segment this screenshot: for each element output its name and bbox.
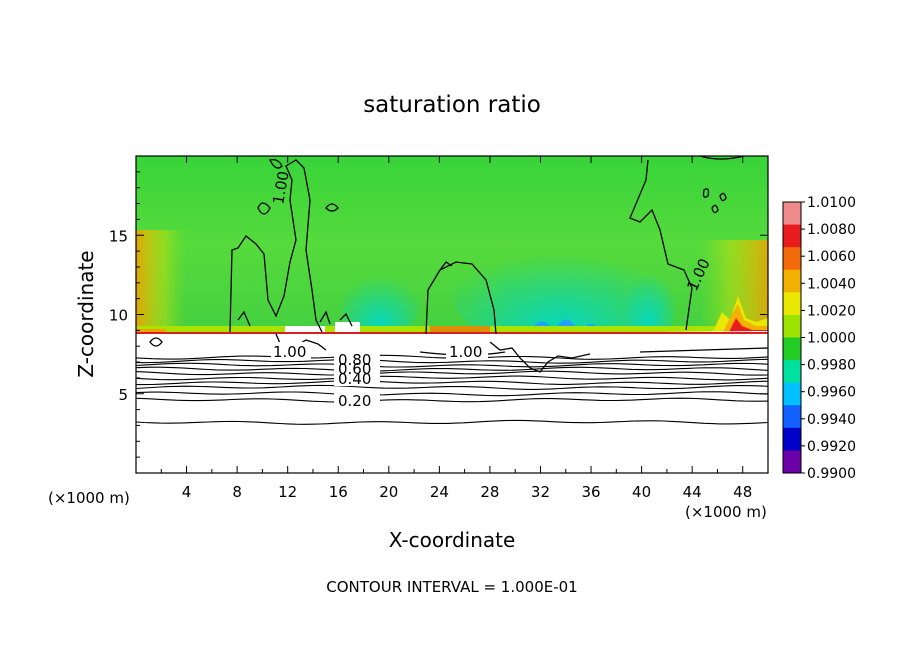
contour-line-1.00: [629, 159, 693, 331]
colorbar-segment: [783, 450, 801, 474]
contour-label: 1.00: [273, 343, 306, 361]
colorbar-segment: [783, 292, 801, 316]
colorbar-segment: [783, 247, 801, 271]
colorbar-label: 1.0000: [807, 331, 856, 347]
x-tick-label: 36: [581, 483, 600, 501]
contour-line-1.00: [639, 347, 768, 353]
x-axis: 4 8 12 16 20 24 28 32 36 40 44 48: [160, 156, 752, 501]
x-axis-label: X-coordinate: [389, 528, 516, 552]
colorbar-label: 1.0080: [807, 222, 856, 238]
contour-line-1.00: [257, 202, 271, 215]
x-tick-label: 48: [733, 483, 752, 501]
contour-line-1.00: [711, 204, 719, 214]
y-tick-label: 5: [118, 386, 128, 404]
x-tick-label: 28: [480, 483, 499, 501]
contour-level-lines: [136, 354, 768, 425]
contour-label: 1.00: [449, 343, 482, 361]
contour-level-line: [136, 370, 768, 376]
x-tick-label: 12: [278, 483, 297, 501]
y-axis: 5 10 15: [109, 171, 768, 458]
heatmap-cyan-region: [450, 230, 670, 350]
colorbar-label: 1.0020: [807, 303, 856, 319]
x-tick-label: 32: [531, 483, 550, 501]
y-axis-label: Z-coordinate: [74, 250, 98, 377]
colorbar-label: 1.0060: [807, 249, 856, 265]
colorbar-segment: [783, 337, 801, 361]
colorbar-segment: [783, 202, 801, 226]
contour-line-1.00: [229, 159, 323, 333]
contour-label: 1.00: [269, 170, 293, 206]
contour-level-line: [136, 384, 768, 390]
y-tick-label: 15: [109, 227, 128, 245]
x-tick-label: 20: [379, 483, 398, 501]
plot-area: 1.00 1.00 1.00 1.00 0.80 0.60 0.40 0.20: [136, 156, 768, 473]
contour-level-line: [136, 375, 768, 381]
chart-title: saturation ratio: [363, 92, 541, 118]
colorbar-label: 0.9980: [807, 358, 856, 374]
colorbar-segment: [783, 269, 801, 293]
colorbar-label: 1.0040: [807, 276, 856, 292]
colorbar-segment: [783, 382, 801, 406]
x-tick-label: 44: [683, 483, 702, 501]
contour-line-1.00: [149, 337, 163, 347]
contour-label: 0.60: [338, 360, 371, 378]
contour-level-line: [136, 380, 768, 386]
x-tick-label: 24: [430, 483, 449, 501]
contour-interval-note: CONTOUR INTERVAL = 1.000E-01: [326, 578, 577, 596]
contour-level-line: [136, 362, 768, 368]
colorbar-segment: [783, 405, 801, 429]
contour-line-1.00: [439, 261, 453, 271]
colorbar-label: 0.9940: [807, 412, 856, 428]
heatmap-warm-left: [136, 230, 186, 334]
colorbar: 1.0100 1.0080 1.0060 1.0040 1.0020 1.0000 0.99…: [782, 195, 856, 482]
y-tick-label: 10: [109, 307, 128, 325]
colorbar-label: 0.9960: [807, 385, 856, 401]
x-tick-label: 16: [329, 483, 348, 501]
x-tick-label: 40: [632, 483, 651, 501]
contour-line-1.00: [325, 203, 339, 212]
colorbar-segment: [783, 224, 801, 248]
heatmap-cyan-region: [340, 260, 420, 340]
colorbar-segment: [783, 360, 801, 384]
contour-line-1.00: [269, 158, 283, 169]
contour-label: 0.20: [338, 392, 371, 410]
contour-line-1.00: [489, 341, 591, 373]
colorbar-segment: [783, 314, 801, 338]
contour-lines: [149, 156, 768, 373]
contour-level-line: [136, 397, 768, 403]
contour-level-line: [136, 358, 768, 364]
heatmap-warm-band: [136, 296, 768, 334]
contour-labels: 1.00 1.00 1.00 1.00 0.80 0.60 0.40 0.20: [269, 170, 714, 410]
x-tick-label: 4: [182, 483, 192, 501]
contour-level-line: [136, 419, 768, 425]
x-axis-units-left: (×1000 m): [48, 489, 130, 507]
heatmap-cyan-region: [624, 255, 676, 345]
x-axis-units-right: (×1000 m): [685, 503, 767, 521]
contour-line-1.00: [425, 261, 497, 335]
contour-line-1.00: [237, 310, 353, 327]
colorbar-label: 0.9920: [807, 439, 856, 455]
contour-line-1.00: [702, 188, 710, 198]
heatmap-red-line: [136, 332, 768, 334]
contour-line-1.00: [699, 156, 745, 160]
colorbar-label: 0.9900: [807, 466, 856, 482]
x-tick-label: 8: [232, 483, 242, 501]
colorbar-label: 1.0100: [807, 195, 856, 211]
colorbar-segment: [783, 427, 801, 451]
contour-line-1.00: [719, 192, 727, 202]
contour-level-line: [136, 366, 768, 372]
contour-level-line: [136, 391, 768, 397]
contour-label: 0.40: [338, 370, 371, 388]
contour-label: 0.80: [338, 351, 371, 369]
